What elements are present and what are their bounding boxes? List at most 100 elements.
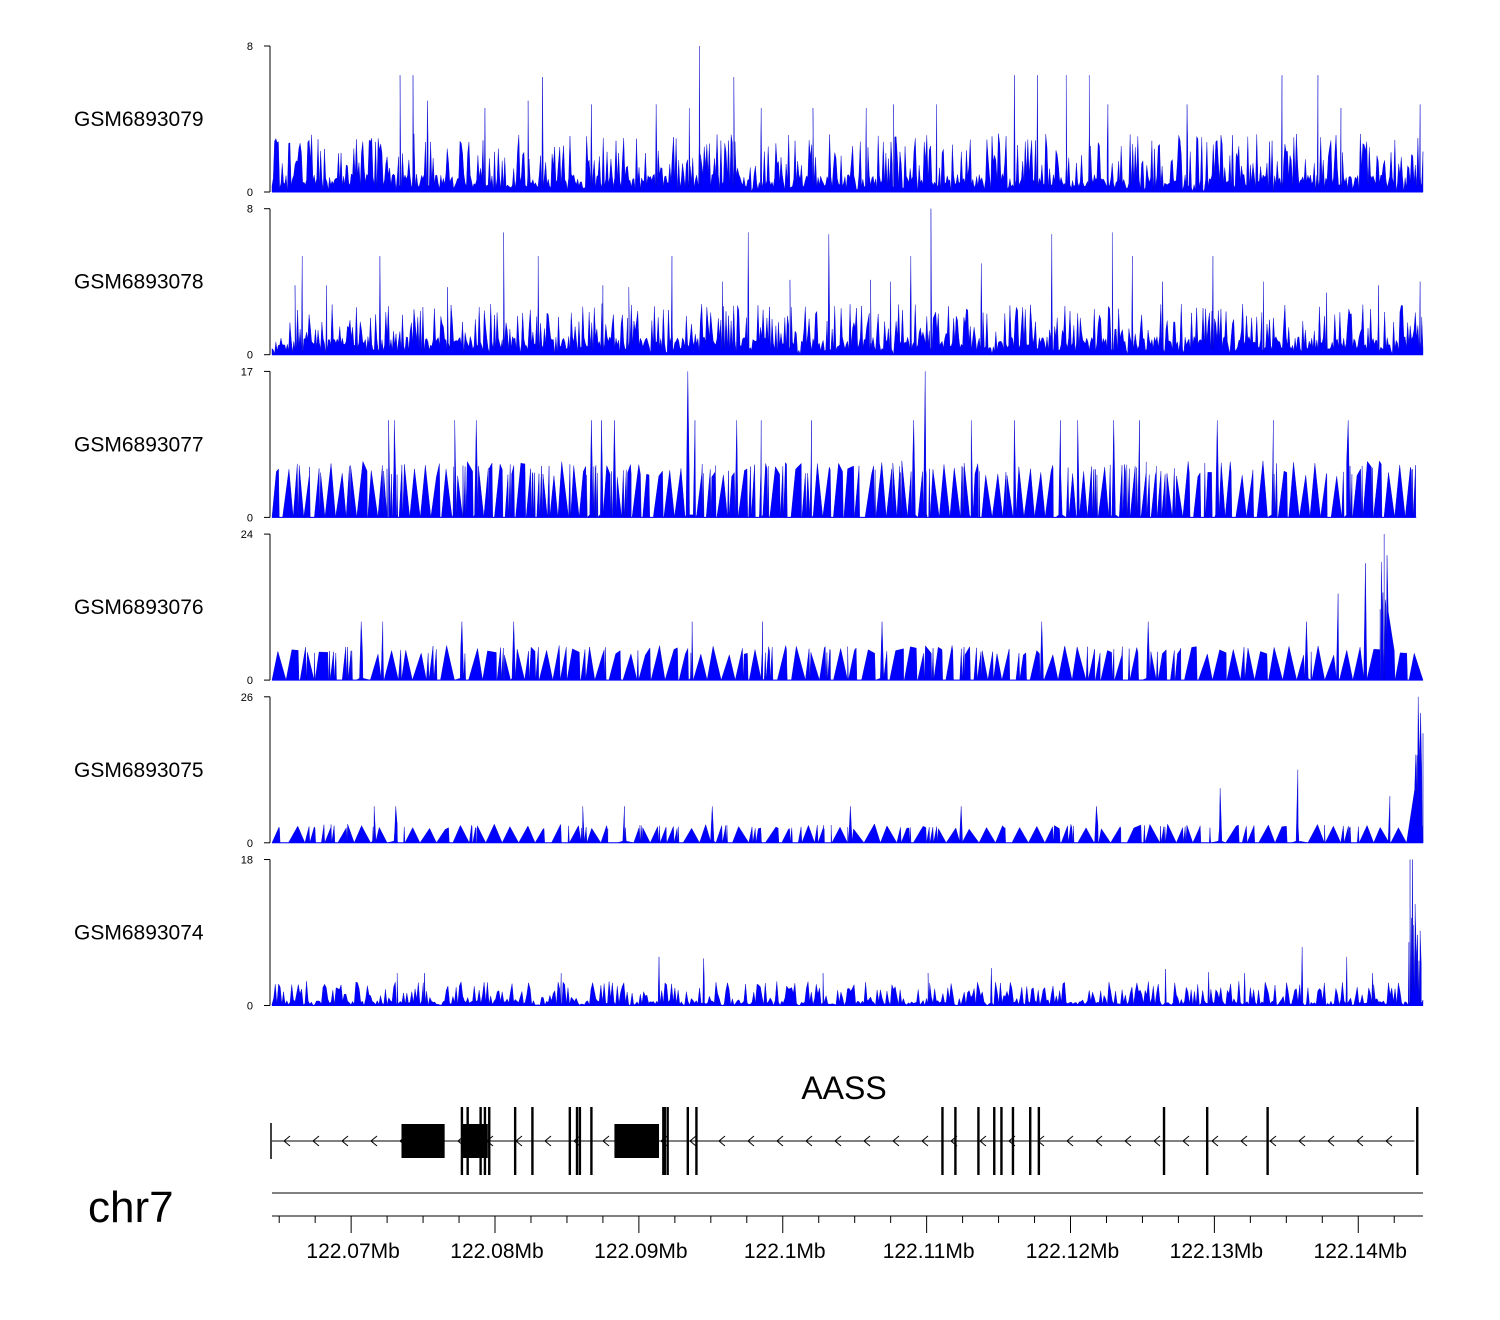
strand-arrow	[370, 1135, 378, 1147]
coverage-area	[271, 534, 1424, 681]
strand-arrow	[776, 1135, 784, 1147]
track-GSM6893079: 8 0 GSM6893079	[74, 41, 1424, 199]
exon-line	[1000, 1107, 1003, 1175]
coverage-tracks: 8 0 GSM6893079 8 0 GSM6893078 17 0 GSM6893077 24 0…	[74, 41, 1424, 1013]
strand-arrow	[1269, 1135, 1277, 1147]
exon-line	[1029, 1107, 1032, 1175]
strand-arrow	[602, 1135, 610, 1147]
track-GSM6893075: 26 0 GSM6893075	[74, 692, 1424, 850]
exon-line	[663, 1107, 666, 1175]
genomic-axis: chr7 122.07Mb 122.08Mb 122.09Mb 122.1Mb 122.1…	[88, 1183, 1423, 1263]
track-label: GSM6893078	[74, 271, 204, 294]
y-tick-label-max: 8	[247, 204, 253, 216]
y-tick-label-max: 26	[241, 692, 253, 704]
strand-arrow	[544, 1135, 552, 1147]
track-label: GSM6893074	[74, 922, 204, 945]
x-tick-label: 122.11Mb	[883, 1240, 975, 1263]
track-label: GSM6893079	[74, 108, 204, 131]
exon-line	[479, 1107, 482, 1175]
y-tick-label-zero: 0	[247, 1001, 253, 1013]
y-tick-label-max: 18	[241, 855, 253, 867]
y-tick-label-zero: 0	[247, 350, 253, 362]
track-GSM6893076: 24 0 GSM6893076	[74, 529, 1424, 687]
y-tick-label-max: 8	[247, 41, 253, 53]
exon-line	[466, 1107, 469, 1175]
track-GSM6893074: 18 0 GSM6893074	[74, 855, 1424, 1013]
strand-arrow	[863, 1135, 871, 1147]
exon-line	[578, 1107, 582, 1175]
strand-arrow	[805, 1135, 813, 1147]
exon-block	[614, 1124, 660, 1158]
exon-line	[1205, 1107, 1209, 1175]
y-tick-label-max: 24	[241, 529, 253, 541]
x-tick-label: 122.1Mb	[744, 1240, 826, 1263]
exon-line	[954, 1107, 957, 1175]
strand-arrow	[1095, 1135, 1103, 1147]
exon-line	[1011, 1107, 1015, 1175]
y-tick-label-zero: 0	[247, 838, 253, 850]
track-label: GSM6893077	[74, 433, 204, 456]
y-tick-label-max: 17	[241, 366, 253, 378]
exon-block	[401, 1124, 445, 1158]
strand-arrow	[341, 1135, 349, 1147]
strand-arrow	[1298, 1135, 1306, 1147]
chromosome-label: chr7	[88, 1183, 174, 1232]
strand-arrow	[892, 1135, 900, 1147]
coverage-area	[271, 859, 1424, 1007]
coverage-area	[271, 208, 1424, 355]
track-label: GSM6893076	[74, 596, 204, 619]
strand-arrow	[921, 1135, 929, 1147]
exon-line	[662, 1107, 665, 1175]
coverage-area	[271, 45, 1424, 193]
x-tick-label: 122.12Mb	[1026, 1240, 1119, 1263]
exon-line	[695, 1107, 698, 1175]
coverage-area	[271, 371, 1417, 519]
x-tick-label: 122.08Mb	[450, 1240, 543, 1263]
strand-arrow	[312, 1135, 320, 1147]
y-tick-label-zero: 0	[247, 512, 253, 524]
exon-line	[568, 1107, 572, 1175]
exon-line	[575, 1107, 579, 1175]
exon-line	[1266, 1107, 1269, 1175]
strand-arrow	[747, 1135, 755, 1147]
strand-arrow	[718, 1135, 726, 1147]
strand-arrow	[979, 1135, 987, 1147]
gene-name-label: AASS	[801, 1070, 886, 1106]
coverage-area	[271, 696, 1424, 844]
exon-line	[483, 1107, 487, 1175]
strand-arrow	[1124, 1135, 1132, 1147]
exon-line	[977, 1107, 980, 1175]
exon-line	[590, 1107, 593, 1175]
strand-arrow	[1327, 1135, 1335, 1147]
x-tick-label: 122.13Mb	[1170, 1240, 1263, 1263]
strand-arrow	[283, 1135, 291, 1147]
strand-arrow	[1240, 1135, 1248, 1147]
x-tick-label: 122.14Mb	[1314, 1240, 1407, 1263]
exon-line	[513, 1107, 517, 1175]
exon-line	[531, 1107, 534, 1175]
exon-line	[941, 1107, 944, 1175]
x-tick-label: 122.07Mb	[306, 1240, 399, 1263]
track-GSM6893077: 17 0 GSM6893077	[74, 366, 1417, 524]
exon-line	[460, 1107, 464, 1175]
strand-arrow	[689, 1135, 697, 1147]
y-tick-label-zero: 0	[247, 675, 253, 687]
track-label: GSM6893075	[74, 759, 204, 782]
exon-line	[993, 1107, 996, 1175]
gene-model-track: AASS	[270, 1070, 1419, 1175]
strand-arrow	[1153, 1135, 1161, 1147]
exon-line	[1037, 1107, 1041, 1175]
exon-line	[488, 1107, 491, 1175]
strand-arrow	[1211, 1135, 1219, 1147]
x-tick-label: 122.09Mb	[594, 1240, 687, 1263]
exon-line	[686, 1107, 689, 1175]
strand-arrow	[1182, 1135, 1190, 1147]
exon-line	[1162, 1107, 1166, 1175]
y-tick-label-zero: 0	[247, 187, 253, 199]
strand-arrow	[1385, 1135, 1393, 1147]
strand-arrow	[834, 1135, 842, 1147]
strand-arrow	[1066, 1135, 1074, 1147]
exon-line	[666, 1107, 669, 1175]
strand-arrow	[1356, 1135, 1364, 1147]
